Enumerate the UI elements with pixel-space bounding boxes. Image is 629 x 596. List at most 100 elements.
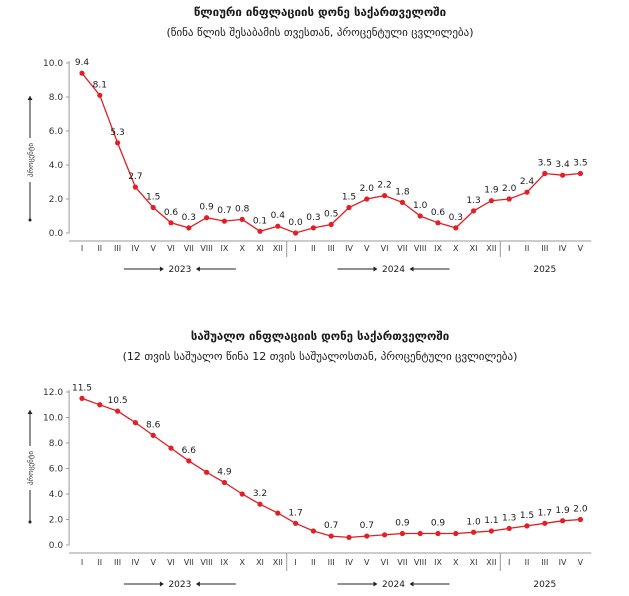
chart2-data-label: 0.9 <box>395 519 410 529</box>
chart2-y-tick-label: 8.0 <box>49 439 64 449</box>
chart1-x-tick-label: X <box>453 244 459 253</box>
chart2-x-tick-label: II <box>525 558 530 567</box>
chart2-data-point <box>204 469 210 475</box>
chart1-y-tick-label: 6.0 <box>49 127 64 137</box>
chart2-y-tick-label: 12.0 <box>43 388 63 398</box>
chart1-data-point <box>382 193 388 199</box>
chart1-x-tick-label: V <box>364 244 370 253</box>
chart2-x-tick-label: VII <box>397 558 407 567</box>
chart2-y-arrow-down-dot <box>28 520 32 524</box>
chart1-data-point <box>506 196 512 202</box>
chart1-data-label: 0.3 <box>449 213 463 223</box>
chart2-x-tick-label: IX <box>220 558 228 567</box>
chart2-data-point <box>239 491 245 497</box>
chart1-x-tick-label: III <box>328 244 335 253</box>
chart1-data-point <box>168 220 174 226</box>
chart2-year-label: 2025 <box>533 580 556 590</box>
chart1-data-point <box>435 220 441 226</box>
chart2-year-arrow-left-head <box>373 581 378 587</box>
chart1-data-label: 1.0 <box>413 201 428 211</box>
chart1-data-point <box>524 189 530 195</box>
chart1-data-point <box>453 225 459 231</box>
chart2-y-tick-label: 10.0 <box>43 414 63 424</box>
chart1-data-label: 2.0 <box>360 184 375 194</box>
chart2-x-tick-label: V <box>364 558 370 567</box>
chart1-data-point <box>132 184 138 190</box>
chart2-data-point <box>382 532 388 538</box>
chart2-data-label: 6.6 <box>182 446 197 456</box>
chart1-x-tick-label: XI <box>470 244 478 253</box>
chart1-x-tick-label: VI <box>167 244 175 253</box>
chart2-year-arrow-right-head <box>195 581 200 587</box>
chart1-data-label: 0.3 <box>306 213 320 223</box>
chart2-data-point <box>488 528 494 534</box>
chart2-data-point <box>132 420 138 426</box>
chart1-data-point <box>577 170 584 177</box>
chart2-data-point <box>435 530 441 537</box>
chart1-data-point <box>471 208 477 214</box>
chart1-data-label: 2.0 <box>502 184 517 194</box>
chart1-year-arrow-right-head <box>409 266 414 272</box>
chart2-data-point <box>453 530 459 537</box>
chart2-y-axis-label: პროცენტი <box>26 451 35 485</box>
chart1-year-arrow-left-head <box>159 266 164 272</box>
chart2-data-label: 2.0 <box>573 505 588 515</box>
chart1-data-label: 3.4 <box>555 160 570 170</box>
chart2-x-tick-label: IV <box>345 558 353 567</box>
chart1-data-label: 1.8 <box>395 187 410 197</box>
chart1-subtitle: (წინა წლის შესაბამის თვესთან, პროცენტული… <box>167 26 474 39</box>
chart2-data-label: 1.9 <box>555 506 570 516</box>
chart1-year-label: 2023 <box>168 265 191 275</box>
chart2-data-point <box>186 458 192 464</box>
chart1-data-point <box>542 170 548 177</box>
chart1-data-point <box>560 172 566 178</box>
chart1-x-tick-label: IX <box>434 244 442 253</box>
chart1-data-label: 1.9 <box>484 186 499 196</box>
chart1-data-point <box>293 230 299 236</box>
chart1-x-tick-label: II <box>311 244 316 253</box>
chart2-data-label: 0.9 <box>431 519 446 529</box>
chart1-year-arrow-left-head <box>373 266 378 272</box>
chart1-data-point <box>221 218 227 224</box>
chart1-x-tick-label: IX <box>220 244 228 253</box>
chart2-data-point <box>328 533 334 539</box>
chart1-x-tick-label: III <box>114 244 121 253</box>
chart1-x-tick-label: V <box>578 244 584 253</box>
chart2-x-tick-label: IX <box>434 558 442 567</box>
chart2-data-point <box>168 445 174 451</box>
chart1-year-arrow-right-head <box>195 266 200 272</box>
chart1-data-point <box>115 140 121 146</box>
chart2-x-tick-label: X <box>239 558 245 567</box>
chart2-x-tick-label: V <box>150 558 156 567</box>
chart2-x-tick-label: XI <box>470 558 478 567</box>
chart1-y-axis-label: პროცენტი <box>26 143 35 177</box>
chart1-x-tick-label: VI <box>381 244 389 253</box>
chart2-x-tick-label: I <box>81 558 83 567</box>
chart2-data-label: 1.5 <box>520 511 534 521</box>
chart1-y-tick-label: 2.0 <box>49 195 64 205</box>
chart2-subtitle: (12 თვის საშუალო წინა 12 თვის საშუალოსთა… <box>123 350 518 363</box>
chart2-data-point <box>542 520 548 526</box>
chart2-data-label: 1.3 <box>502 513 516 523</box>
chart2-x-tick-label: III <box>328 558 335 567</box>
chart2-data-point <box>115 408 121 414</box>
chart1-data-label: 1.5 <box>342 193 356 203</box>
chart2-data-point <box>524 523 530 529</box>
chart1-x-tick-label: I <box>81 244 83 253</box>
chart2-data-label: 0.7 <box>360 521 374 531</box>
chart2-data-point <box>364 533 370 539</box>
chart1-data-point <box>364 196 370 202</box>
chart1-data-point <box>150 204 156 211</box>
chart2-x-tick-label: VIII <box>414 558 427 567</box>
chart2-x-tick-label: I <box>508 558 510 567</box>
chart1-data-label: 2.4 <box>520 177 535 187</box>
chart1-data-label: 0.5 <box>324 210 338 220</box>
chart2-x-tick-label: III <box>114 558 121 567</box>
chart1-data-point <box>239 216 245 222</box>
chart2-data-point <box>221 479 227 486</box>
chart2-data-label: 11.5 <box>72 383 92 393</box>
chart1-year-label: 2024 <box>382 265 405 275</box>
chart2-x-tick-label: VI <box>381 558 389 567</box>
